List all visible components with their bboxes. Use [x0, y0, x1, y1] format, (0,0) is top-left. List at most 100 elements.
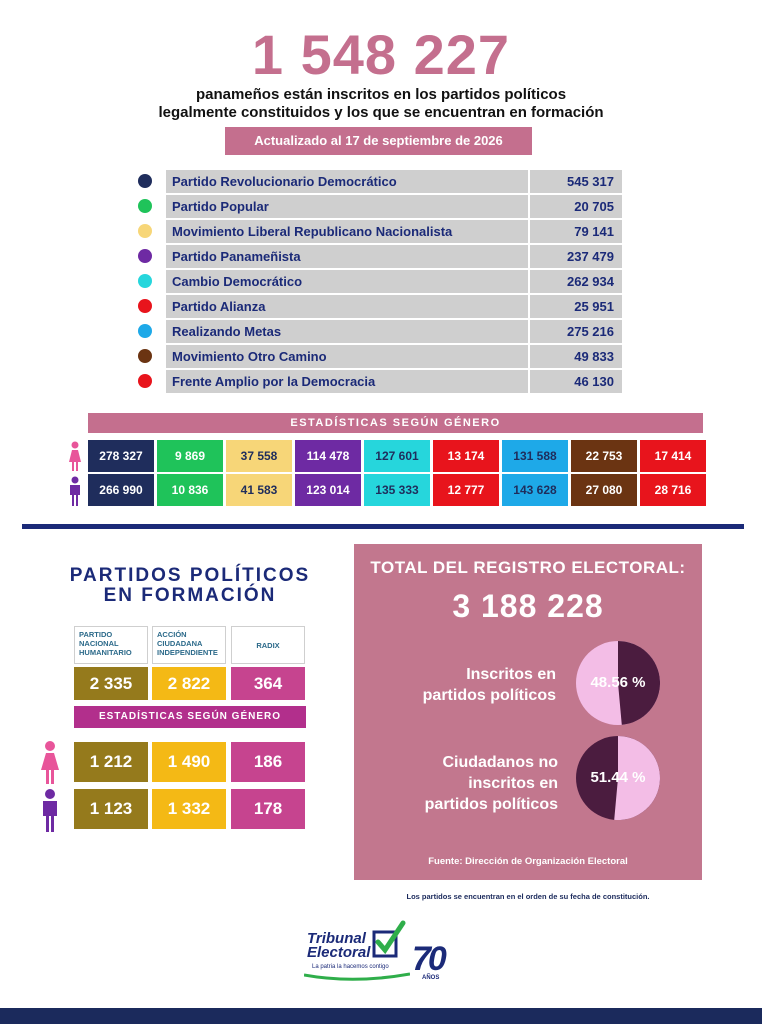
formation-title: PARTIDOS POLÍTICOS EN FORMACIÓN [60, 566, 320, 606]
formation-male-cell: 178 [231, 789, 305, 829]
female-stat-cell: 13 174 [433, 440, 499, 472]
party-color-dot [138, 174, 152, 188]
subtitle: panameños están inscritos en los partido… [0, 86, 762, 122]
inscritos-pie [576, 641, 660, 725]
checkmark-icon [372, 920, 406, 958]
party-value: 79 141 [530, 220, 622, 243]
party-row: Partido Panameñista 237 479 [138, 245, 624, 270]
formation-male-cell: 1 332 [152, 789, 226, 829]
no-inscritos-pie [576, 736, 660, 820]
total-inscritos: 1 548 227 [251, 23, 511, 86]
party-color-dot [138, 274, 152, 288]
party-name: Partido Revolucionario Democrático [166, 170, 528, 193]
male-stat-cell: 123 014 [295, 474, 361, 506]
order-note: Los partidos se encuentran en el orden d… [406, 892, 650, 901]
logo-title-line-1: Tribunal [307, 930, 366, 947]
male-stat-cell: 143 628 [502, 474, 568, 506]
party-value: 545 317 [530, 170, 622, 193]
female-stat-cell: 22 753 [571, 440, 637, 472]
male-stat-cell: 10 836 [157, 474, 223, 506]
male-stat-cell: 12 777 [433, 474, 499, 506]
formation-party-label: ACCIÓN CIUDADANA INDEPENDIENTE [152, 626, 226, 664]
formation-party-value: 2 822 [152, 667, 226, 700]
party-name: Frente Amplio por la Democracia [166, 370, 528, 393]
formation-party-label: RADIX [231, 626, 305, 664]
formation-title-line-1: PARTIDOS POLÍTICOS [69, 565, 311, 586]
female-icon [69, 441, 81, 471]
anniversary-number: 70 [412, 940, 447, 978]
male-stats-row: 266 990 10 836 41 583 123 014 135 333 12… [88, 474, 706, 506]
female-stats-row: 278 327 9 869 37 558 114 478 127 601 13 … [88, 440, 706, 472]
male-stat-cell: 266 990 [88, 474, 154, 506]
inscritos-label-line-1: Inscritos en [466, 666, 556, 683]
party-value: 25 951 [530, 295, 622, 318]
gender-stats-header: ESTADÍSTICAS SEGÚN GÉNERO [88, 413, 703, 433]
formation-male-cell: 1 123 [74, 789, 148, 829]
logo-title: Tribunal Electoral [307, 930, 371, 961]
formation-gender-header: ESTADÍSTICAS SEGÚN GÉNERO [74, 706, 306, 728]
party-name: Realizando Metas [166, 320, 528, 343]
female-stat-cell: 131 588 [502, 440, 568, 472]
subtitle-line-2: legalmente constituidos y los que se enc… [158, 104, 604, 121]
party-name: Cambio Democrático [166, 270, 528, 293]
party-value: 275 216 [530, 320, 622, 343]
logo-swoosh-icon [304, 972, 410, 981]
registry-label: TOTAL DEL REGISTRO ELECTORAL: [370, 558, 686, 577]
party-value: 49 833 [530, 345, 622, 368]
party-color-dot [138, 349, 152, 363]
male-stat-cell: 41 583 [226, 474, 292, 506]
male-icon [70, 476, 80, 506]
section-divider [22, 524, 744, 529]
formation-party-label: PARTIDO NACIONAL HUMANITARIO [74, 626, 148, 664]
anniversary-label: AÑOS [422, 975, 440, 981]
updated-badge: Actualizado al 17 de septiembre de 2026 [225, 127, 532, 155]
pie-light-part [614, 736, 660, 820]
male-stat-cell: 135 333 [364, 474, 430, 506]
party-value: 46 130 [530, 370, 622, 393]
party-value: 262 934 [530, 270, 622, 293]
male-icon [43, 789, 57, 832]
party-color-dot [138, 324, 152, 338]
footer-bar [0, 1008, 762, 1024]
party-color-dot [138, 374, 152, 388]
inscritos-label-line-2: partidos políticos [422, 687, 556, 704]
inscritos-percent: 48.56 % [590, 674, 646, 691]
formation-party-value: 2 335 [74, 667, 148, 700]
formation-party-value: 364 [231, 667, 305, 700]
party-row: Partido Popular 20 705 [138, 195, 624, 220]
party-row: Frente Amplio por la Democracia 46 130 [138, 370, 624, 395]
party-list: Partido Revolucionario Democrático 545 31… [138, 170, 624, 395]
formation-title-line-2: EN FORMACIÓN [103, 585, 277, 606]
party-value: 237 479 [530, 245, 622, 268]
logo-title-line-2: Electoral [307, 944, 371, 961]
no-inscritos-label-line-3: partidos políticos [424, 796, 558, 813]
party-row: Movimiento Otro Camino 49 833 [138, 345, 624, 370]
registry-total: 3 188 228 [452, 588, 604, 624]
tribunal-electoral-logo: Tribunal Electoral La patria la hacemos … [300, 918, 470, 988]
female-stat-cell: 17 414 [640, 440, 706, 472]
pie-dark-part [618, 641, 660, 725]
party-row: Movimiento Liberal Republicano Nacionali… [138, 220, 624, 245]
male-stat-cell: 27 080 [571, 474, 637, 506]
no-inscritos-label-line-2: inscritos en [468, 775, 558, 792]
no-inscritos-label: Ciudadanos no inscritos en partidos polí… [358, 752, 558, 815]
source-text: Fuente: Dirección de Organización Electo… [428, 856, 628, 867]
no-inscritos-percent: 51.44 % [590, 769, 646, 786]
female-stat-cell: 278 327 [88, 440, 154, 472]
female-stat-cell: 127 601 [364, 440, 430, 472]
female-stat-cell: 37 558 [226, 440, 292, 472]
no-inscritos-label-line-1: Ciudadanos no [442, 754, 558, 771]
formation-female-cell: 1 212 [74, 742, 148, 782]
party-name: Movimiento Liberal Republicano Nacionali… [166, 220, 528, 243]
party-name: Partido Panameñista [166, 245, 528, 268]
party-row: Partido Revolucionario Democrático 545 31… [138, 170, 624, 195]
female-stat-cell: 114 478 [295, 440, 361, 472]
party-row: Cambio Democrático 262 934 [138, 270, 624, 295]
party-value: 20 705 [530, 195, 622, 218]
female-stat-cell: 9 869 [157, 440, 223, 472]
party-name: Partido Popular [166, 195, 528, 218]
formation-female-cell: 186 [231, 742, 305, 782]
inscritos-label: Inscritos en partidos políticos [356, 664, 556, 706]
party-row: Realizando Metas 275 216 [138, 320, 624, 345]
subtitle-line-1: panameños están inscritos en los partido… [195, 86, 567, 103]
